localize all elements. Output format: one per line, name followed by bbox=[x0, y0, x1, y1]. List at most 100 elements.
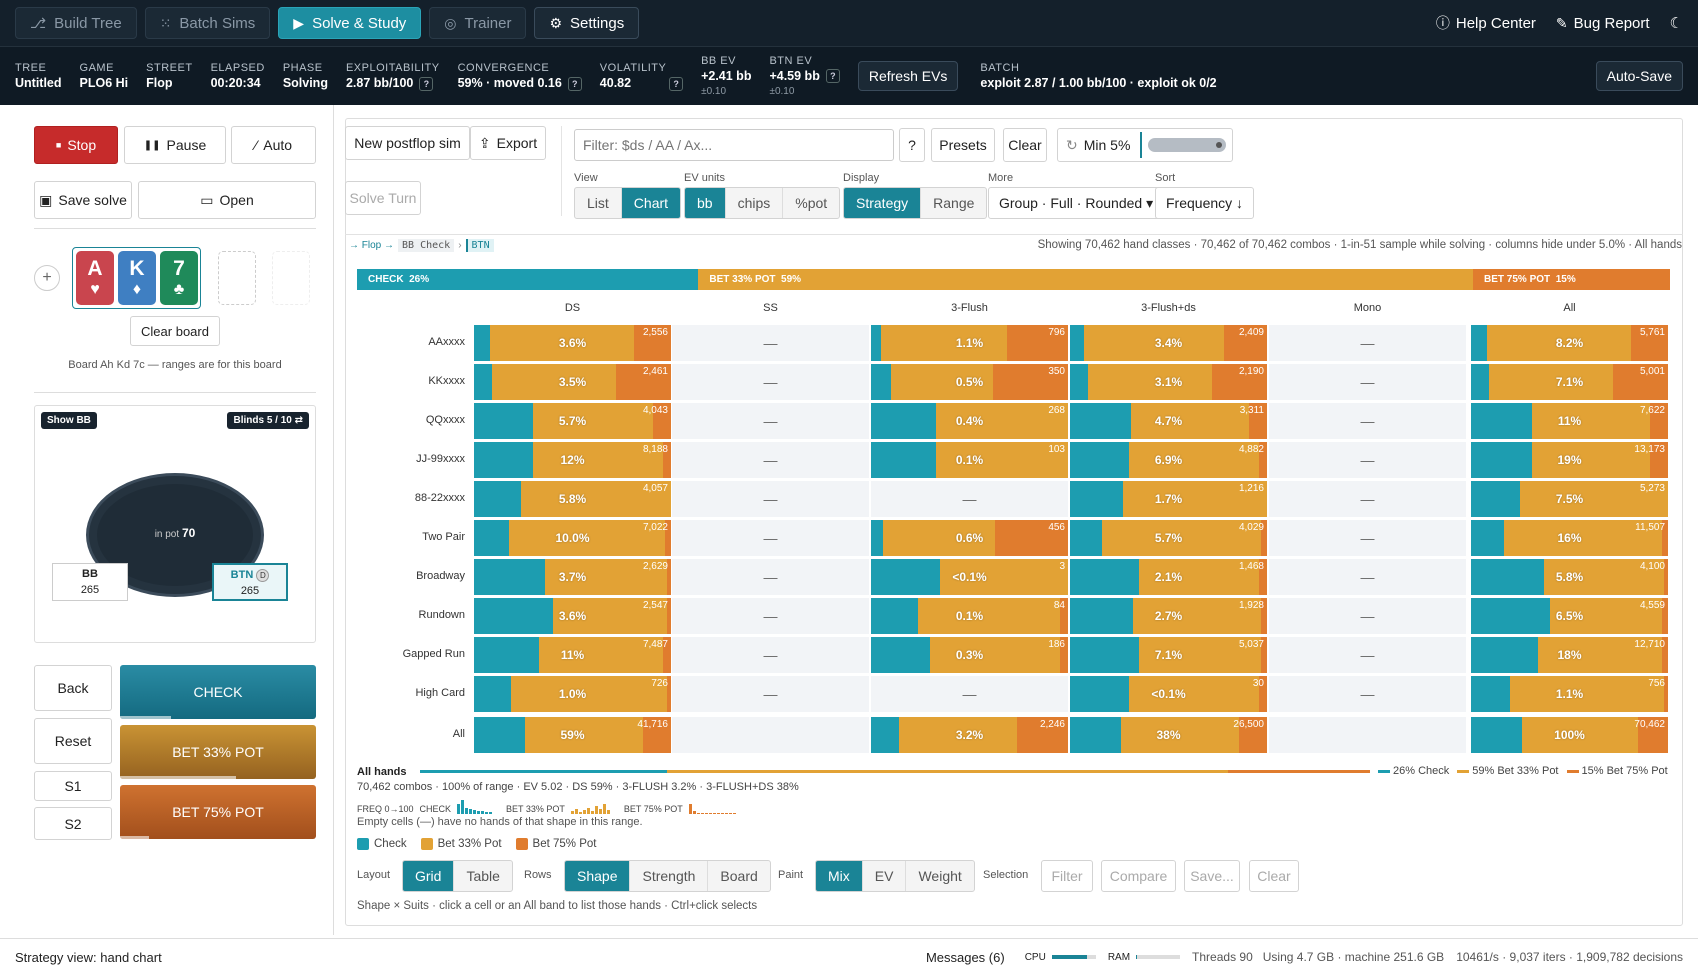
tab-trainer[interactable]: ◎ Trainer bbox=[429, 7, 527, 39]
auto-button[interactable]: ⁄ Auto bbox=[231, 126, 316, 164]
pause-button[interactable]: ❚❚ Pause bbox=[124, 126, 226, 164]
hand-cell[interactable]: 0.4% 268 bbox=[871, 403, 1068, 439]
min-frequency-slider[interactable]: ↻ Min 5% bbox=[1057, 128, 1233, 162]
more-dropdown[interactable]: Group · Full · Rounded ▾ bbox=[988, 187, 1165, 219]
column-header[interactable]: DS bbox=[564, 302, 581, 314]
board-card-3[interactable]: 7 ♣ bbox=[160, 251, 198, 305]
hand-cell[interactable]: 1.7% 1,216 bbox=[1070, 481, 1267, 517]
hand-cell[interactable]: 1.0% 726 bbox=[474, 676, 671, 712]
paint-mix[interactable]: Mix bbox=[816, 861, 863, 891]
slider-track[interactable] bbox=[1148, 138, 1227, 152]
row-header[interactable]: Broadway bbox=[416, 570, 465, 582]
row-header[interactable]: KKxxxx bbox=[428, 375, 465, 387]
selection-filter-button[interactable]: Filter bbox=[1041, 860, 1093, 892]
column-header[interactable]: Mono bbox=[1353, 302, 1382, 314]
hand-cell[interactable]: 3.5% 2,461 bbox=[474, 364, 671, 400]
hand-cell[interactable]: 2.1% 1,468 bbox=[1070, 559, 1267, 595]
hand-cell[interactable]: 19% 13,173 bbox=[1471, 442, 1668, 478]
row-header[interactable]: AAxxxx bbox=[428, 336, 465, 348]
layout-grid[interactable]: Grid bbox=[403, 861, 455, 891]
hand-cell[interactable]: 1.1% 796 bbox=[871, 325, 1068, 361]
action-check-button[interactable]: CHECK bbox=[120, 665, 316, 719]
board-slot-turn[interactable] bbox=[218, 251, 256, 305]
ev-pot[interactable]: %pot bbox=[795, 195, 828, 211]
hand-cell[interactable]: 3.2% 2,246 bbox=[871, 717, 1068, 753]
hand-cell[interactable]: <0.1% 30 bbox=[1070, 676, 1267, 712]
rows-strength[interactable]: Strength bbox=[630, 861, 709, 891]
board-card-1[interactable]: A ♥ bbox=[76, 251, 114, 305]
breadcrumb-bb-check[interactable]: BB Check bbox=[398, 239, 455, 252]
hand-filter-input[interactable] bbox=[574, 129, 894, 161]
save-solve-button[interactable]: ▣ Save solve bbox=[34, 181, 132, 219]
board-card-2[interactable]: K ♦ bbox=[118, 251, 156, 305]
presets-button[interactable]: Presets bbox=[931, 128, 995, 162]
hand-cell[interactable]: 11% 7,487 bbox=[474, 637, 671, 673]
help-icon[interactable]: ? bbox=[825, 69, 840, 84]
paint-weight[interactable]: Weight bbox=[918, 868, 962, 884]
display-range[interactable]: Range bbox=[933, 195, 975, 211]
hand-cell[interactable]: 3.6% 2,556 bbox=[474, 325, 671, 361]
dark-mode-toggle[interactable]: ☾ bbox=[1670, 14, 1683, 32]
tab-batch-sims[interactable]: ⁙ Batch Sims bbox=[144, 7, 271, 39]
help-icon[interactable]: ? bbox=[419, 76, 434, 91]
hand-cell[interactable]: 3.6% 2,547 bbox=[474, 598, 671, 634]
new-postflop-sim-button[interactable]: New postflop sim bbox=[345, 126, 470, 160]
hand-cell[interactable]: 0.1% 103 bbox=[871, 442, 1068, 478]
hand-cell[interactable]: 0.3% 186 bbox=[871, 637, 1068, 673]
tab-solve-study[interactable]: ▶ Solve & Study bbox=[278, 7, 422, 39]
hand-cell[interactable]: 18% 12,710 bbox=[1471, 637, 1668, 673]
row-header[interactable]: Two Pair bbox=[422, 531, 465, 543]
row-header[interactable]: Rundown bbox=[418, 609, 465, 621]
ev-bb[interactable]: bb bbox=[685, 188, 726, 218]
hand-cell[interactable]: 10.0% 7,022 bbox=[474, 520, 671, 556]
auto-save-button[interactable]: Auto-Save bbox=[1595, 61, 1683, 91]
hand-cell[interactable]: 0.1% 84 bbox=[871, 598, 1068, 634]
action-bet75-button[interactable]: BET 75% POT bbox=[120, 785, 316, 839]
strategy-bar-segment[interactable]: CHECK 26% bbox=[357, 269, 699, 290]
breadcrumb-btn[interactable]: BTN bbox=[465, 239, 494, 252]
sort-dropdown[interactable]: Frequency ↓ bbox=[1155, 187, 1255, 219]
hand-cell[interactable]: 11% 7,622 bbox=[1471, 403, 1668, 439]
hand-cell[interactable]: 3.1% 2,190 bbox=[1070, 364, 1267, 400]
row-header[interactable]: JJ-99xxxx bbox=[416, 453, 465, 465]
rows-board[interactable]: Board bbox=[720, 868, 758, 884]
help-icon[interactable]: ? bbox=[669, 76, 684, 91]
filter-help-button[interactable]: ? bbox=[899, 128, 925, 162]
solve-turn-button[interactable]: Solve Turn bbox=[345, 181, 421, 215]
strategy-bar-segment[interactable]: BET 33% POT 59% bbox=[698, 269, 1474, 290]
row-header[interactable]: High Card bbox=[415, 687, 465, 699]
bug-report-link[interactable]: ✎ Bug Report bbox=[1555, 14, 1650, 32]
hand-cell[interactable]: 12% 8,188 bbox=[474, 442, 671, 478]
hand-cell[interactable]: 0.5% 350 bbox=[871, 364, 1068, 400]
strategy-bar-segment[interactable]: BET 75% POT 15% bbox=[1473, 269, 1670, 290]
hand-cell[interactable]: 2.7% 1,928 bbox=[1070, 598, 1267, 634]
tab-build-tree[interactable]: ⎇ Build Tree bbox=[15, 7, 137, 39]
hand-cell[interactable]: 3.7% 2,629 bbox=[474, 559, 671, 595]
hand-cell[interactable]: 100% 70,462 bbox=[1471, 717, 1668, 753]
board-slot-river[interactable] bbox=[272, 251, 310, 305]
seat-bb[interactable]: BB 265 bbox=[52, 563, 128, 601]
clear-filter-button[interactable]: Clear bbox=[1003, 128, 1047, 162]
breadcrumb-flop[interactable]: → Flop → bbox=[349, 240, 395, 251]
rows-shape[interactable]: Shape bbox=[565, 861, 631, 891]
ev-chips[interactable]: chips bbox=[726, 188, 784, 218]
row-header[interactable]: All bbox=[452, 728, 465, 740]
hand-cell[interactable]: 5.7% 4,029 bbox=[1070, 520, 1267, 556]
view-list[interactable]: List bbox=[575, 188, 622, 218]
row-header[interactable]: Gapped Run bbox=[402, 648, 465, 660]
row-header[interactable]: QQxxxx bbox=[425, 414, 465, 426]
back-button[interactable]: Back bbox=[34, 665, 112, 711]
blinds-toggle[interactable]: Blinds 5 / 10 ⇄ bbox=[227, 412, 309, 429]
stop-button[interactable]: ■ Stop bbox=[34, 126, 118, 164]
row-header[interactable]: 88-22xxxx bbox=[414, 492, 465, 504]
hand-cell[interactable]: 7.1% 5,037 bbox=[1070, 637, 1267, 673]
column-header[interactable]: SS bbox=[763, 302, 778, 314]
selection-clear-button[interactable]: Clear bbox=[1249, 860, 1299, 892]
hand-cell[interactable]: 59% 41,716 bbox=[474, 717, 671, 753]
reset-button[interactable]: Reset bbox=[34, 718, 112, 764]
hand-cell[interactable]: 7.1% 5,001 bbox=[1471, 364, 1668, 400]
help-icon[interactable]: ? bbox=[567, 76, 582, 91]
hand-cell[interactable]: 0.6% 456 bbox=[871, 520, 1068, 556]
hand-cell[interactable]: 5.7% 4,043 bbox=[474, 403, 671, 439]
hand-cell[interactable]: 4.7% 3,311 bbox=[1070, 403, 1267, 439]
